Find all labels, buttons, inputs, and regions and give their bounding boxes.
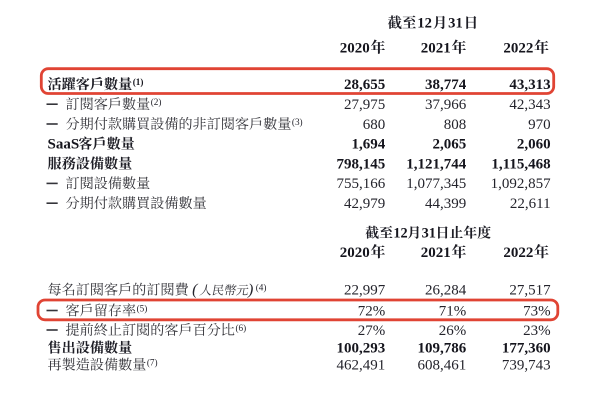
svg-text:42,979: 42,979: [344, 196, 385, 212]
svg-text:2,065: 2,065: [432, 137, 466, 153]
svg-text:42,343: 42,343: [509, 97, 550, 113]
svg-text:31: 31: [448, 16, 463, 32]
svg-text:2022: 2022: [503, 245, 533, 261]
svg-text:31: 31: [422, 226, 436, 242]
svg-text:(1): (1): [133, 77, 144, 87]
svg-text:2020: 2020: [340, 245, 370, 261]
svg-text:26%: 26%: [439, 323, 467, 339]
svg-text:27%: 27%: [358, 323, 386, 339]
svg-text:27,975: 27,975: [344, 97, 385, 113]
svg-text:): ): [247, 282, 253, 299]
svg-text:2,060: 2,060: [517, 137, 551, 153]
svg-text:680: 680: [363, 117, 386, 133]
svg-text:22,997: 22,997: [344, 283, 386, 299]
svg-text:970: 970: [528, 117, 551, 133]
svg-text:(4): (4): [256, 283, 267, 293]
svg-text:44,399: 44,399: [425, 196, 466, 212]
svg-text:798,145: 798,145: [336, 156, 385, 172]
svg-text:1,115,468: 1,115,468: [491, 156, 550, 172]
svg-text:37,966: 37,966: [425, 97, 467, 113]
svg-text:73%: 73%: [523, 303, 551, 319]
svg-text:100,293: 100,293: [336, 341, 385, 357]
svg-text:2022: 2022: [503, 41, 533, 57]
svg-text:72%: 72%: [358, 303, 386, 319]
svg-text:27,517: 27,517: [509, 283, 551, 299]
svg-text:1,121,744: 1,121,744: [406, 156, 467, 172]
svg-text:1,077,345: 1,077,345: [406, 176, 466, 192]
svg-text:1,092,857: 1,092,857: [491, 176, 552, 192]
svg-text:SaaS: SaaS: [48, 137, 80, 153]
svg-text:2020: 2020: [340, 41, 370, 57]
svg-text:12: 12: [393, 226, 407, 242]
svg-text:(6): (6): [235, 323, 246, 333]
svg-text:(2): (2): [151, 97, 162, 107]
svg-text:(7): (7): [147, 358, 158, 368]
svg-text:608,461: 608,461: [417, 358, 466, 374]
svg-text:462,491: 462,491: [336, 358, 385, 374]
svg-text:(5): (5): [137, 303, 148, 313]
svg-text:2021: 2021: [421, 245, 451, 261]
svg-text:22,611: 22,611: [510, 196, 551, 212]
svg-text:177,360: 177,360: [502, 341, 551, 357]
svg-text:71%: 71%: [439, 303, 467, 319]
svg-text:739,743: 739,743: [502, 358, 551, 374]
svg-text:(3): (3): [292, 117, 303, 127]
svg-text:808: 808: [444, 117, 467, 133]
svg-text:28,655: 28,655: [344, 77, 385, 93]
svg-text:23%: 23%: [523, 323, 551, 339]
svg-text:109,786: 109,786: [417, 341, 466, 357]
svg-text:1,694: 1,694: [351, 137, 385, 153]
svg-text:26,284: 26,284: [425, 283, 467, 299]
svg-text:12: 12: [417, 16, 432, 32]
svg-text:755,166: 755,166: [336, 176, 385, 192]
svg-text:(: (: [192, 282, 199, 299]
svg-text:2021: 2021: [421, 41, 451, 57]
svg-text:38,774: 38,774: [425, 77, 467, 93]
svg-text:43,313: 43,313: [509, 77, 550, 93]
